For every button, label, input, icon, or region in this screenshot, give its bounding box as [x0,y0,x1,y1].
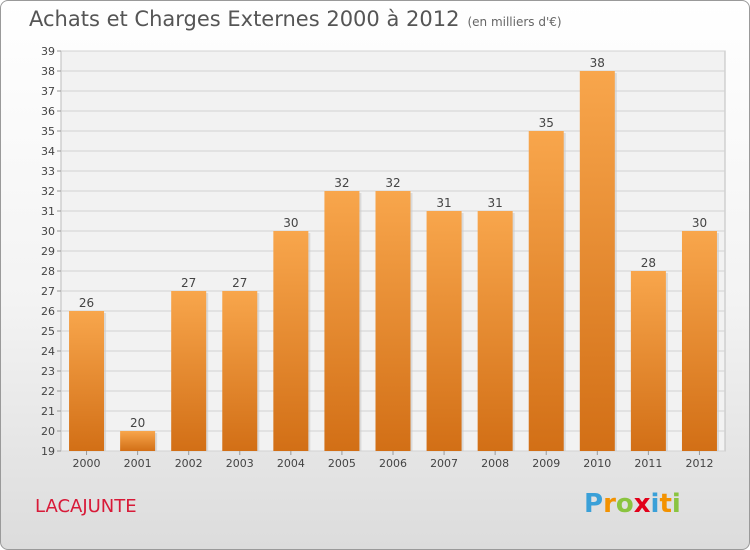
bar [324,191,360,451]
y-tick-label: 22 [41,385,55,398]
bar [630,271,666,451]
y-tick-label: 38 [41,65,55,78]
bar [120,431,156,451]
bar-value-label: 35 [539,116,554,130]
y-tick-label: 28 [41,265,55,278]
bar [375,191,411,451]
bar [477,211,513,451]
bar-value-label: 28 [641,256,656,270]
bar-value-label: 30 [283,216,298,230]
bar [222,291,258,451]
y-tick-label: 35 [41,125,55,138]
bar [69,311,105,451]
bar [171,291,207,451]
y-tick-label: 24 [41,345,55,358]
brand-letter: i [671,489,681,519]
proxiti-logo[interactable]: Proxiti [584,489,681,519]
x-tick-label: 2008 [481,457,509,470]
chart-subtitle: (en milliers d'€) [467,15,562,29]
chart-title: Achats et Charges Externes 2000 à 2012 (e… [29,7,562,31]
x-tick-label: 2006 [379,457,407,470]
town-name: LACAJUNTE [35,496,137,517]
bar-value-label: 20 [130,416,145,430]
y-tick-label: 33 [41,165,55,178]
bar-value-label: 27 [232,276,247,290]
y-tick-label: 37 [41,85,55,98]
x-tick-label: 2011 [634,457,662,470]
bar [426,211,462,451]
y-tick-label: 36 [41,105,55,118]
bars: 26 20 27 27 30 32 32 31 31 35 38 28 30 [69,56,719,451]
bar [528,131,564,451]
bar-value-label: 32 [334,176,349,190]
y-axis: 19 20 21 22 23 24 25 26 27 28 29 30 31 32 33 34 35 36 37 38… [41,45,61,458]
y-tick-label: 23 [41,365,55,378]
bar [681,231,717,451]
x-tick-label: 2010 [583,457,611,470]
y-tick-label: 20 [41,425,55,438]
y-tick-label: 30 [41,225,55,238]
y-tick-label: 34 [41,145,55,158]
bar-value-label: 30 [692,216,707,230]
bar-value-label: 31 [436,196,451,210]
x-tick-label: 2009 [532,457,560,470]
bar-value-label: 38 [590,56,605,70]
bar-value-label: 27 [181,276,196,290]
x-axis: 2000 2001 2002 2003 2004 2005 2006 2007 2008 2009… [73,451,713,470]
x-tick-label: 2000 [73,457,101,470]
bar-value-label: 26 [79,296,94,310]
y-tick-label: 39 [41,45,55,58]
x-tick-label: 2007 [430,457,458,470]
chart-title-text: Achats et Charges Externes 2000 à 2012 [29,7,460,31]
x-tick-label: 2004 [277,457,305,470]
y-tick-label: 21 [41,405,55,418]
x-tick-label: 2003 [226,457,254,470]
brand-letter: x [633,489,651,519]
bar [273,231,309,451]
bar-value-label: 31 [488,196,503,210]
x-tick-label: 2005 [328,457,356,470]
y-tick-label: 25 [41,325,55,338]
x-tick-label: 2002 [175,457,203,470]
brand-letter: r [603,489,616,519]
brand-letter: t [659,489,672,519]
y-tick-label: 29 [41,245,55,258]
y-tick-label: 31 [41,205,55,218]
y-tick-label: 27 [41,285,55,298]
x-tick-label: 2001 [124,457,152,470]
y-tick-label: 26 [41,305,55,318]
y-tick-label: 19 [41,445,55,458]
brand-letter: o [615,489,634,519]
brand-letter: P [584,489,604,519]
bar-value-label: 32 [385,176,400,190]
y-tick-label: 32 [41,185,55,198]
brand-letter: i [650,489,660,519]
bar [579,71,615,451]
x-tick-label: 2012 [685,457,713,470]
